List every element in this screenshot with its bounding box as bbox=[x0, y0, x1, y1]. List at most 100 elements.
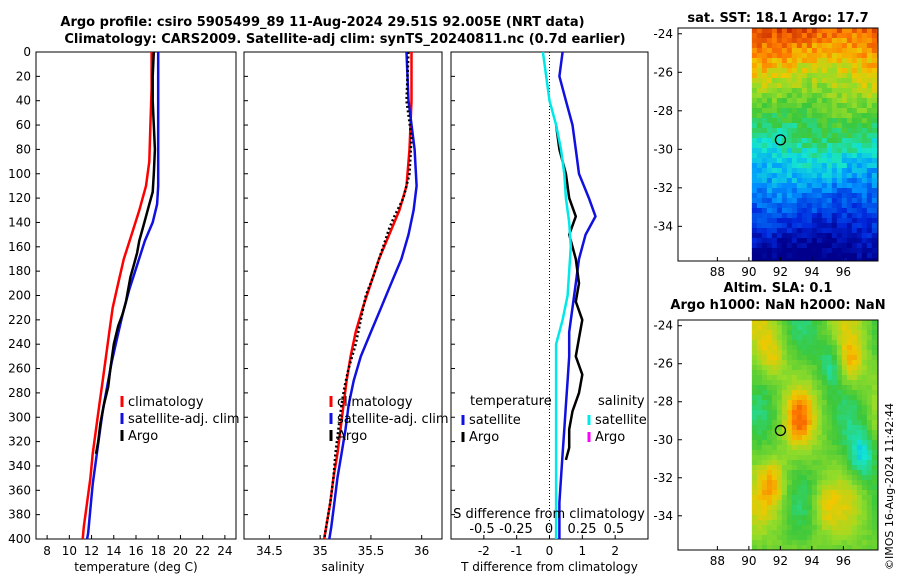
map-cell bbox=[801, 183, 808, 189]
map-cell bbox=[871, 213, 878, 219]
map-cell bbox=[816, 68, 823, 74]
map-cell bbox=[786, 173, 793, 179]
map-cell bbox=[801, 63, 808, 69]
map-cell bbox=[791, 370, 798, 376]
map-cell bbox=[786, 143, 793, 149]
map-cell bbox=[766, 83, 773, 89]
map-cell bbox=[851, 380, 858, 386]
map-cell bbox=[806, 28, 813, 34]
map-cell bbox=[801, 248, 808, 254]
map-cell bbox=[796, 28, 803, 34]
map-cell bbox=[766, 173, 773, 179]
map-cell bbox=[846, 168, 853, 174]
map-cell bbox=[791, 330, 798, 336]
map-cell bbox=[796, 465, 803, 471]
map-cell bbox=[776, 345, 783, 351]
map-cell bbox=[856, 68, 863, 74]
map-cell bbox=[801, 148, 808, 154]
y-tick-label: -32 bbox=[653, 181, 673, 195]
map-cell bbox=[861, 108, 868, 114]
map-cell bbox=[841, 490, 848, 496]
legend-entry: satellite-adj. clim bbox=[337, 412, 449, 427]
map-cell bbox=[811, 465, 818, 471]
map-cell bbox=[826, 163, 833, 169]
map-cell bbox=[831, 475, 838, 481]
map-cell bbox=[761, 465, 768, 471]
map-cell bbox=[836, 153, 843, 159]
map-cell bbox=[776, 470, 783, 476]
map-cell bbox=[806, 173, 813, 179]
map-cell bbox=[831, 455, 838, 461]
map-cell bbox=[791, 28, 798, 34]
map-cell bbox=[826, 530, 833, 536]
map-cell bbox=[876, 38, 878, 44]
map-cell bbox=[761, 435, 768, 441]
series-salinity-satellite bbox=[541, 51, 573, 539]
map-cell bbox=[761, 440, 768, 446]
map-cell bbox=[826, 375, 833, 381]
map-cell bbox=[756, 203, 763, 209]
map-cell bbox=[836, 68, 843, 74]
map-cell bbox=[841, 375, 848, 381]
map-cell bbox=[801, 425, 808, 431]
map-cell bbox=[831, 158, 838, 164]
map-cell bbox=[851, 118, 858, 124]
map-cell bbox=[766, 63, 773, 69]
map-cell bbox=[851, 460, 858, 466]
map-cell bbox=[766, 163, 773, 169]
map-cell bbox=[841, 228, 848, 234]
map-cell bbox=[861, 420, 868, 426]
map-cell bbox=[791, 248, 798, 254]
map-cell bbox=[871, 435, 878, 441]
map-cell bbox=[821, 510, 828, 516]
map-cell bbox=[866, 103, 873, 109]
map-cell bbox=[876, 355, 878, 361]
map-cell bbox=[816, 128, 823, 134]
map-cell bbox=[786, 248, 793, 254]
map-cell bbox=[781, 48, 788, 54]
map-cell bbox=[796, 168, 803, 174]
map-cell bbox=[771, 33, 778, 39]
map-cell bbox=[806, 123, 813, 129]
map-cell bbox=[806, 188, 813, 194]
map-cell bbox=[851, 350, 858, 356]
map-cell bbox=[791, 228, 798, 234]
map-cell bbox=[866, 485, 873, 491]
map-cell bbox=[751, 228, 758, 234]
map-cell bbox=[776, 118, 783, 124]
map-cell bbox=[851, 390, 858, 396]
map-cell bbox=[856, 58, 863, 64]
map-cell bbox=[756, 420, 763, 426]
map-cell bbox=[841, 158, 848, 164]
map-cell bbox=[836, 520, 843, 526]
map-cell bbox=[876, 535, 878, 541]
map-cell bbox=[806, 178, 813, 184]
map-cell bbox=[751, 465, 758, 471]
map-cell bbox=[791, 355, 798, 361]
map-cell bbox=[866, 118, 873, 124]
map-cell bbox=[876, 58, 878, 64]
map-cell bbox=[766, 515, 773, 521]
series-satellite-adj-clim bbox=[328, 51, 418, 540]
legend-header-salinity: salinity bbox=[598, 394, 645, 409]
map-cell bbox=[751, 405, 758, 411]
map-cell bbox=[756, 500, 763, 506]
map-cell bbox=[756, 380, 763, 386]
map-cell bbox=[751, 43, 758, 49]
map-cell bbox=[841, 108, 848, 114]
map-cell bbox=[791, 88, 798, 94]
map-cell bbox=[776, 415, 783, 421]
map-cell bbox=[821, 183, 828, 189]
map-cell bbox=[876, 475, 878, 481]
map-cell bbox=[806, 370, 813, 376]
map-cell bbox=[786, 158, 793, 164]
map-cell bbox=[876, 103, 878, 109]
map-cell bbox=[766, 480, 773, 486]
map-cell bbox=[836, 485, 843, 491]
map-cell bbox=[831, 335, 838, 341]
map-cell bbox=[841, 73, 848, 79]
x-tick-label: 2 bbox=[611, 544, 619, 558]
map-cell bbox=[821, 163, 828, 169]
map-cell bbox=[801, 460, 808, 466]
map-cell bbox=[781, 465, 788, 471]
